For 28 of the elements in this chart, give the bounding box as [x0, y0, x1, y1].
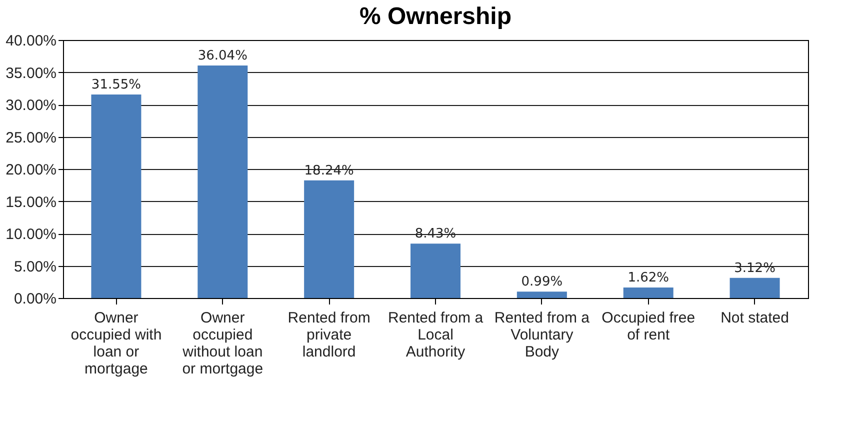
x-tick-label: Owner occupied with loan or mortgage — [70, 310, 162, 378]
bar — [410, 244, 460, 298]
x-tick-label: Not stated — [720, 310, 789, 326]
bar — [198, 66, 248, 298]
chart-title: % Ownership — [359, 3, 512, 30]
data-label: 0.99% — [521, 274, 563, 290]
x-tick-label: Rented from a Voluntary Body — [494, 310, 590, 360]
data-label: 31.55% — [91, 78, 142, 93]
y-tick-label: 40.00% — [6, 32, 56, 50]
bar — [623, 288, 674, 298]
data-label: 36.04% — [198, 48, 248, 64]
y-tick-label: 0.00% — [14, 290, 56, 308]
bar — [91, 94, 142, 298]
y-tick-label: 10.00% — [6, 226, 56, 243]
x-tick-label: Rented from a Local Authority — [388, 310, 484, 360]
data-label: 1.62% — [628, 270, 670, 286]
x-tick-label: Rented from private landlord — [288, 310, 370, 360]
y-tick-label: 25.00% — [6, 129, 56, 146]
bar — [516, 292, 567, 298]
bar — [730, 278, 780, 298]
y-tick-label: 5.00% — [14, 258, 56, 276]
y-tick-label: 15.00% — [6, 194, 56, 211]
x-tick-label: Owner occupied without loan or mortgage — [182, 310, 264, 378]
x-tick-label: Occupied free of rent — [602, 310, 696, 344]
bar — [304, 180, 354, 298]
y-tick-label: 20.00% — [6, 162, 56, 178]
y-tick-label: 30.00% — [6, 97, 56, 114]
y-tick-label: 35.00% — [6, 64, 56, 82]
